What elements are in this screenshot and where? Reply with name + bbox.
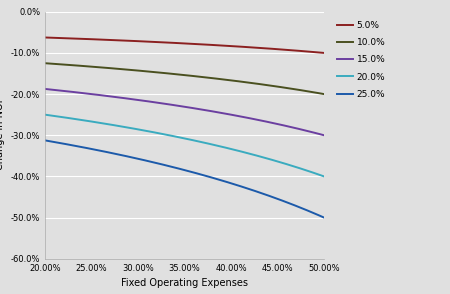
20.0%	[307, 170, 313, 173]
Line: 5.0%: 5.0%	[45, 38, 324, 53]
25.0%	[117, 153, 122, 156]
Y-axis label: Change in NOI: Change in NOI	[0, 100, 5, 171]
10.0%	[297, 88, 303, 92]
15.0%	[117, 96, 122, 99]
20.0%	[94, 121, 99, 124]
Line: 25.0%: 25.0%	[45, 141, 324, 218]
5.0%	[42, 36, 48, 39]
10.0%	[42, 61, 48, 65]
20.0%	[117, 124, 122, 128]
25.0%	[42, 139, 48, 142]
15.0%	[321, 133, 327, 137]
5.0%	[94, 38, 99, 41]
25.0%	[297, 206, 303, 209]
Line: 20.0%: 20.0%	[45, 115, 324, 176]
5.0%	[54, 36, 59, 40]
10.0%	[94, 65, 99, 69]
20.0%	[42, 113, 48, 116]
5.0%	[59, 36, 64, 40]
15.0%	[42, 87, 48, 91]
15.0%	[54, 88, 59, 92]
25.0%	[54, 141, 59, 144]
20.0%	[321, 175, 327, 178]
15.0%	[94, 93, 99, 96]
10.0%	[117, 67, 122, 71]
20.0%	[59, 115, 64, 119]
25.0%	[307, 210, 313, 213]
25.0%	[321, 216, 327, 219]
Line: 15.0%: 15.0%	[45, 89, 324, 135]
20.0%	[297, 167, 303, 170]
5.0%	[307, 50, 313, 54]
Legend: 5.0%, 10.0%, 15.0%, 20.0%, 25.0%: 5.0%, 10.0%, 15.0%, 20.0%, 25.0%	[337, 21, 386, 99]
15.0%	[59, 89, 64, 93]
X-axis label: Fixed Operating Expenses: Fixed Operating Expenses	[121, 278, 248, 288]
5.0%	[321, 51, 327, 55]
25.0%	[59, 142, 64, 145]
5.0%	[117, 39, 122, 42]
20.0%	[54, 114, 59, 118]
10.0%	[307, 90, 313, 93]
25.0%	[94, 148, 99, 152]
15.0%	[297, 128, 303, 131]
5.0%	[297, 49, 303, 53]
Line: 10.0%: 10.0%	[45, 63, 324, 94]
15.0%	[307, 130, 313, 133]
10.0%	[59, 63, 64, 66]
10.0%	[321, 92, 327, 96]
10.0%	[54, 62, 59, 66]
